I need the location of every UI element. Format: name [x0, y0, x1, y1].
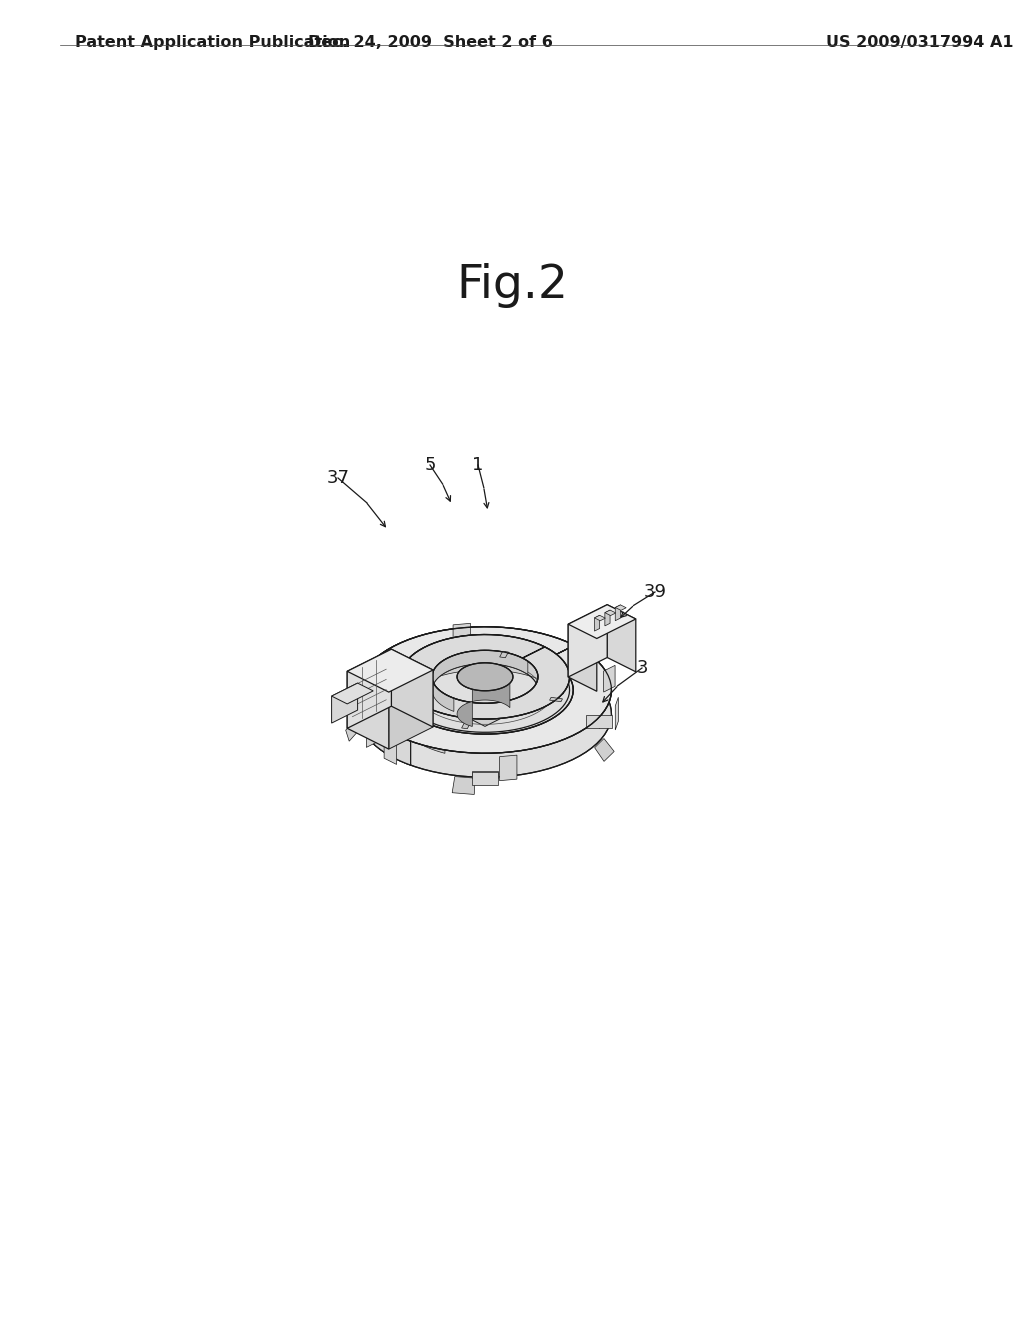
Polygon shape — [391, 649, 433, 727]
Polygon shape — [615, 697, 618, 730]
Text: US 2009/0317994 A1: US 2009/0317994 A1 — [826, 36, 1014, 50]
Polygon shape — [568, 665, 592, 680]
Polygon shape — [358, 627, 611, 754]
Polygon shape — [500, 651, 508, 657]
Polygon shape — [400, 635, 553, 719]
Polygon shape — [412, 655, 436, 665]
Polygon shape — [351, 675, 354, 706]
Polygon shape — [568, 605, 607, 677]
Text: Fig.2: Fig.2 — [456, 263, 568, 308]
Text: 1: 1 — [472, 455, 483, 474]
Polygon shape — [453, 623, 470, 649]
Text: 3: 3 — [636, 659, 648, 677]
Polygon shape — [615, 605, 621, 620]
Polygon shape — [607, 605, 636, 672]
Polygon shape — [400, 635, 569, 719]
Polygon shape — [595, 738, 614, 762]
Polygon shape — [332, 684, 373, 704]
Polygon shape — [347, 672, 389, 750]
Polygon shape — [457, 663, 513, 690]
Polygon shape — [466, 708, 504, 726]
Polygon shape — [595, 615, 605, 620]
Polygon shape — [550, 697, 562, 702]
Polygon shape — [453, 776, 475, 795]
Polygon shape — [472, 772, 499, 785]
Polygon shape — [432, 651, 527, 711]
Polygon shape — [568, 624, 597, 692]
Text: Patent Application Publication: Patent Application Publication — [75, 36, 350, 50]
Polygon shape — [500, 755, 517, 780]
Polygon shape — [605, 610, 615, 615]
Text: Dec. 24, 2009  Sheet 2 of 6: Dec. 24, 2009 Sheet 2 of 6 — [307, 36, 552, 50]
Polygon shape — [457, 663, 510, 726]
Polygon shape — [357, 714, 384, 727]
Polygon shape — [347, 649, 433, 692]
Text: 5: 5 — [424, 455, 436, 474]
Polygon shape — [384, 734, 396, 764]
Polygon shape — [346, 719, 359, 742]
Polygon shape — [568, 605, 636, 639]
Polygon shape — [358, 651, 611, 777]
Polygon shape — [586, 714, 612, 727]
Polygon shape — [472, 657, 499, 664]
Polygon shape — [332, 684, 357, 723]
Text: 37: 37 — [327, 469, 349, 487]
Polygon shape — [472, 771, 499, 779]
Polygon shape — [358, 627, 588, 766]
Polygon shape — [389, 671, 433, 750]
Polygon shape — [603, 665, 615, 692]
Polygon shape — [408, 678, 421, 682]
Text: 39: 39 — [643, 583, 667, 601]
Polygon shape — [396, 645, 563, 754]
Polygon shape — [347, 649, 391, 729]
Polygon shape — [462, 722, 470, 729]
Polygon shape — [472, 657, 499, 671]
Polygon shape — [595, 615, 600, 631]
Polygon shape — [367, 721, 378, 747]
Polygon shape — [615, 605, 627, 610]
Polygon shape — [605, 610, 610, 626]
